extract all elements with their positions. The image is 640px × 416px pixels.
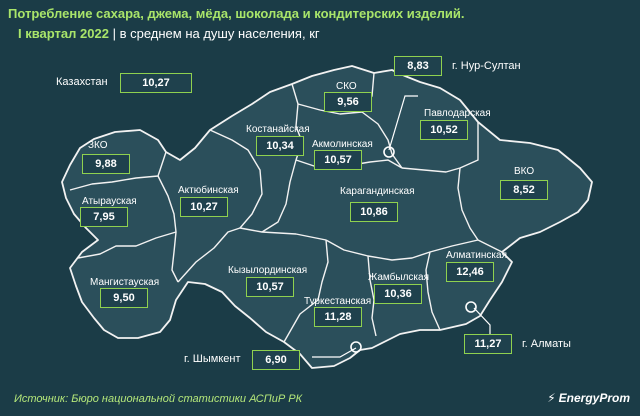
region-label-zko: ЗКО	[88, 140, 108, 151]
region-value-kostanay: 10,34	[256, 136, 304, 156]
region-label-kostanay: Костанайская	[246, 124, 310, 135]
kazakhstan-value-box: 10,27	[120, 73, 192, 93]
region-label-atyrau: Атырауская	[82, 196, 137, 207]
region-value-pavlodar: 10,52	[420, 120, 468, 140]
region-value-aktobe: 10,27	[180, 197, 228, 217]
region-label-vko: ВКО	[514, 166, 535, 177]
subtitle-separator: |	[112, 26, 116, 41]
country-outline	[61, 65, 593, 369]
city-marker-almaty	[465, 301, 477, 313]
region-value-kyzylorda: 10,57	[246, 277, 294, 297]
city-value-almaty: 11,27	[464, 334, 512, 354]
city-value-nur-sultan: 8,83	[394, 56, 442, 76]
region-value-sko: 9,56	[324, 92, 372, 112]
region-label-pavlodar: Павлодарская	[424, 108, 491, 119]
region-value-almaty-region: 12,46	[446, 262, 494, 282]
region-value-zhambyl: 10,36	[374, 284, 422, 304]
city-label-shymkent: г. Шымкент	[184, 353, 241, 365]
region-value-karaganda: 10,86	[350, 202, 398, 222]
city-value-shymkent: 6,90	[252, 350, 300, 370]
region-label-karaganda: Карагандинская	[340, 186, 415, 197]
callout-leaders	[312, 95, 491, 358]
region-label-turkestan: Туркестанская	[304, 296, 372, 307]
kazakhstan-label: Казахстан	[56, 76, 108, 88]
region-label-akmola: Акмолинская	[312, 139, 373, 150]
page-title: Потребление сахара, джема, мёда, шоколад…	[8, 6, 465, 21]
city-label-nur-sultan: г. Нур-Султан	[452, 60, 521, 72]
energyprom-logo: ⚡ EnergyProm	[547, 391, 630, 405]
region-value-akmola: 10,57	[314, 150, 362, 170]
region-label-sko: СКО	[336, 81, 357, 92]
lightning-icon: ⚡	[547, 391, 556, 405]
region-value-mangistau: 9,50	[100, 288, 148, 308]
region-value-turkestan: 11,28	[314, 307, 362, 327]
region-label-zhambyl: Жамбылская	[368, 272, 429, 283]
subtitle-period: I квартал 2022	[18, 26, 109, 41]
subtitle-unit: в среднем на душу населения, кг	[119, 26, 320, 41]
region-label-aktobe: Актюбинская	[178, 185, 239, 196]
source-note: Источник: Бюро национальной статистики А…	[14, 393, 303, 405]
page-subtitle: I квартал 2022 | в среднем на душу насел…	[18, 26, 320, 41]
city-marker-shymkent	[350, 341, 362, 353]
region-value-atyrau: 7,95	[80, 207, 128, 227]
region-label-almaty-region: Алматинская	[446, 250, 507, 261]
city-label-almaty: г. Алматы	[522, 338, 571, 350]
city-marker-nur-sultan	[383, 146, 395, 158]
region-label-mangistau: Мангистауская	[90, 277, 160, 288]
region-label-kyzylorda: Кызылординская	[228, 265, 308, 276]
region-value-vko: 8,52	[500, 180, 548, 200]
region-value-zko: 9,88	[82, 154, 130, 174]
logo-text: EnergyProm	[558, 391, 630, 405]
